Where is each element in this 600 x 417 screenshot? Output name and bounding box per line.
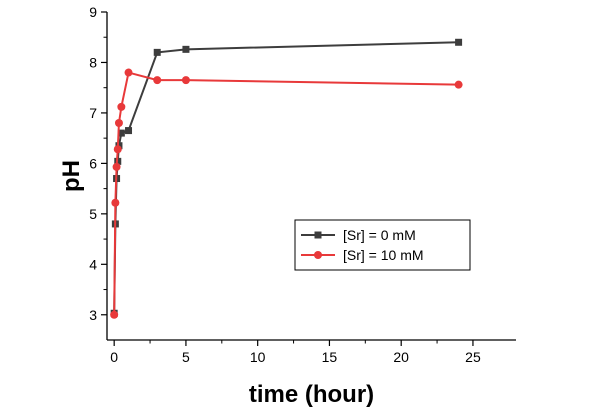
legend-box	[294, 219, 471, 271]
data-point	[153, 48, 161, 56]
data-point	[153, 76, 162, 85]
legend-label: [Sr] = 0 mM	[343, 227, 416, 243]
data-point	[111, 198, 120, 207]
data-point	[125, 127, 133, 135]
data-point	[454, 80, 463, 89]
data-point	[124, 68, 133, 77]
y-tick-label: 4	[89, 256, 97, 272]
axes	[106, 12, 516, 341]
data-point	[181, 76, 190, 85]
x-tick-label: 5	[182, 349, 190, 365]
legend-marker	[314, 231, 322, 239]
x-axis-title: time (hour)	[249, 381, 374, 408]
series-layer	[110, 38, 463, 319]
data-point	[117, 102, 126, 111]
legend-item: [Sr] = 10 mM	[301, 247, 424, 263]
y-tick-label: 6	[89, 155, 97, 171]
data-point	[117, 129, 125, 137]
data-point	[455, 38, 463, 46]
data-point	[110, 310, 119, 319]
series-line	[113, 71, 459, 315]
x-tick-label: 25	[465, 349, 481, 365]
legend-label: [Sr] = 10 mM	[343, 247, 424, 263]
series-2	[110, 68, 463, 319]
legend: [Sr] = 0 mM [Sr] = 10 mM	[294, 219, 471, 271]
data-point	[182, 45, 190, 53]
x-tick-label: 0	[110, 349, 118, 365]
tick-labels: 0 5 10 15 20 25 3 4 5 6 7 8 9	[89, 4, 481, 365]
y-tick-label: 7	[89, 105, 97, 121]
data-point	[112, 162, 121, 171]
x-tick-label: 15	[322, 349, 338, 365]
data-point	[114, 119, 123, 128]
tick-marks	[101, 11, 474, 346]
y-tick-label: 5	[89, 206, 97, 222]
y-tick-label: 3	[89, 307, 97, 323]
y-tick-label: 9	[89, 4, 97, 20]
legend-item: [Sr] = 0 mM	[301, 227, 416, 243]
x-tick-label: 10	[250, 349, 266, 365]
x-tick-label: 20	[393, 349, 409, 365]
y-axis-title: pH	[58, 160, 85, 192]
y-tick-label: 8	[89, 54, 97, 70]
legend-marker	[314, 251, 322, 259]
data-point	[113, 145, 122, 154]
